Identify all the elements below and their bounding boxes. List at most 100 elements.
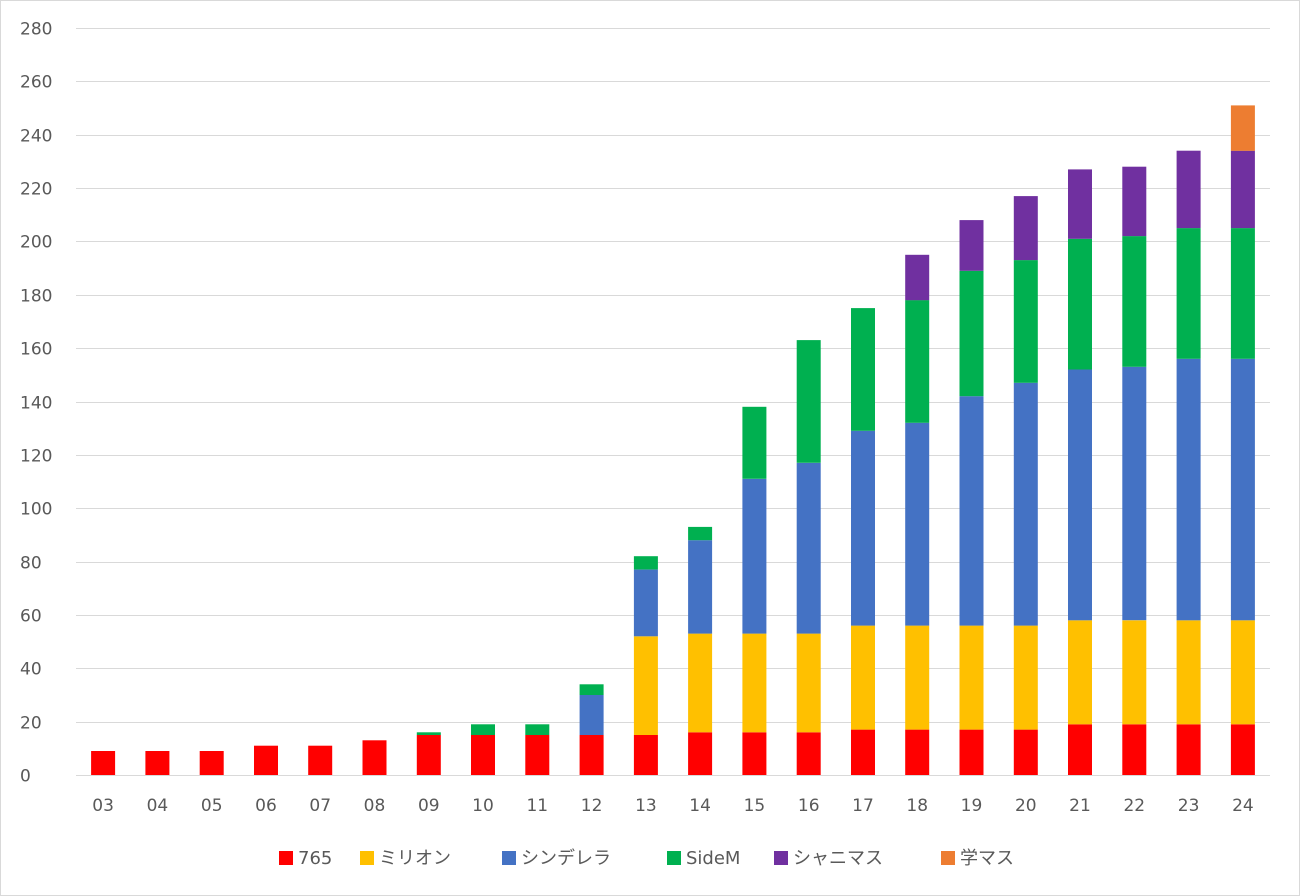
bar-segment <box>851 625 875 730</box>
bar-segment <box>1176 228 1201 359</box>
x-tick-label: 03 <box>92 796 114 816</box>
bar-segment <box>1176 620 1201 725</box>
bar-segment <box>742 633 767 733</box>
legend-swatch <box>279 851 293 865</box>
bar-segment <box>959 396 984 626</box>
bar-segment <box>308 745 333 775</box>
x-tick-label: 11 <box>526 796 548 816</box>
y-tick-label: 220 <box>20 180 52 200</box>
x-tick-label: 19 <box>961 796 983 816</box>
x-tick-label: 23 <box>1178 796 1200 816</box>
bar-segment <box>796 633 821 733</box>
y-tick-label: 200 <box>20 233 52 253</box>
bar-segment <box>91 751 116 775</box>
bar-segment <box>1176 358 1201 621</box>
x-tick-label: 08 <box>364 796 386 816</box>
bar-segment <box>742 478 767 634</box>
y-tick-label: 100 <box>20 500 52 520</box>
bar-segment <box>416 732 441 735</box>
bar-segment <box>688 732 713 775</box>
bar-segment <box>1013 260 1038 383</box>
x-axis-ticks: 03 04 05 06 07 08 09 10 11 12 13 14 15 16 17 18 19 20 21 22… <box>92 796 1253 816</box>
y-tick-label: 60 <box>20 607 42 627</box>
legend-swatch <box>667 851 681 865</box>
x-tick-label: 07 <box>309 796 331 816</box>
bar-segment <box>1230 150 1255 229</box>
x-tick-label: 14 <box>689 796 711 816</box>
bar-segment <box>796 732 821 775</box>
bar-segment <box>145 751 170 775</box>
x-tick-label: 12 <box>581 796 603 816</box>
bar-segment <box>579 684 604 695</box>
legend-swatch <box>941 851 955 865</box>
legend-label: シンデレラ <box>521 848 611 869</box>
bar-segment <box>1068 724 1092 775</box>
legend-swatch <box>502 851 516 865</box>
bar-segment <box>1122 236 1147 367</box>
legend-swatch <box>774 851 788 865</box>
bar-segment <box>525 735 550 775</box>
x-tick-label: 16 <box>798 796 820 816</box>
x-tick-label: 04 <box>147 796 169 816</box>
legend-item: ミリオン <box>360 848 451 869</box>
bar-segment <box>1176 150 1201 229</box>
y-tick-label: 120 <box>20 447 52 467</box>
legend-item: SideM <box>667 848 740 869</box>
y-tick-label: 140 <box>20 394 52 414</box>
bar-segment <box>633 569 658 637</box>
bar-segment <box>1013 382 1038 626</box>
bar-segment <box>633 556 658 570</box>
bar-segment <box>525 724 550 735</box>
bar-segment <box>959 270 984 397</box>
y-tick-label: 40 <box>20 660 42 680</box>
bar-segment <box>362 740 387 775</box>
bars <box>91 105 1255 775</box>
y-tick-label: 20 <box>20 714 42 734</box>
bar-segment <box>1068 620 1092 725</box>
legend-item: シンデレラ <box>502 848 611 869</box>
x-tick-label: 24 <box>1232 796 1254 816</box>
bar-segment <box>1122 166 1147 237</box>
x-tick-label: 13 <box>635 796 657 816</box>
bar-segment <box>1068 169 1092 239</box>
legend-item: シャニマス <box>774 848 883 869</box>
bar-segment <box>1068 238 1092 370</box>
y-tick-label: 240 <box>20 127 52 147</box>
bar-segment <box>688 526 713 541</box>
legend-label: ミリオン <box>379 848 451 869</box>
bar-segment <box>959 625 984 730</box>
bar-segment <box>633 636 658 735</box>
legend-item: 765 <box>279 848 332 869</box>
bar-segment <box>471 735 495 775</box>
bar-segment <box>905 422 930 626</box>
bar-segment <box>1013 625 1038 730</box>
bar-segment <box>905 729 930 775</box>
x-tick-label: 17 <box>852 796 874 816</box>
x-tick-label: 20 <box>1015 796 1037 816</box>
bar-segment <box>1013 196 1038 261</box>
bar-segment <box>633 735 658 775</box>
bar-segment <box>688 540 713 634</box>
bar-segment <box>959 220 984 271</box>
bar-segment <box>416 735 441 775</box>
x-tick-label: 22 <box>1123 796 1145 816</box>
bar-segment <box>688 633 713 733</box>
bar-segment <box>579 735 604 775</box>
legend-label: シャニマス <box>793 848 883 869</box>
bar-segment <box>1230 358 1255 621</box>
bar-segment <box>851 430 875 626</box>
y-tick-label: 180 <box>20 287 52 307</box>
bar-segment <box>742 406 767 479</box>
y-tick-label: 80 <box>20 554 42 574</box>
y-tick-label: 280 <box>20 20 52 40</box>
bar-segment <box>851 729 875 775</box>
legend-item: 学マス <box>941 848 1014 869</box>
x-tick-label: 09 <box>418 796 440 816</box>
y-axis-ticks: 0 20 40 60 80 100 120 140 160 180 200 220 240 260 280 <box>20 20 52 787</box>
bar-segment <box>1230 105 1255 151</box>
bar-segment <box>471 724 495 735</box>
bar-segment <box>1122 366 1147 621</box>
bar-segment <box>1176 724 1201 775</box>
legend-swatch <box>360 851 374 865</box>
